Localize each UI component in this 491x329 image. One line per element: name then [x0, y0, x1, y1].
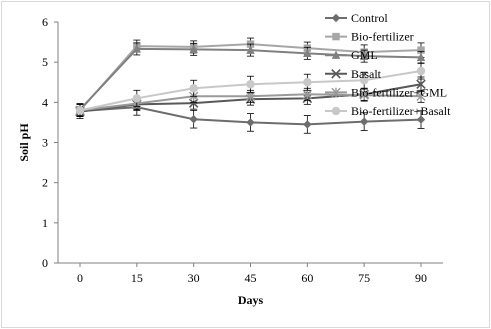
legend-marker [331, 106, 341, 116]
x-tick-label: 15 [131, 271, 143, 285]
data-point [246, 45, 255, 54]
data-point [189, 115, 198, 124]
x-tick-label: 90 [415, 271, 427, 285]
legend-marker [332, 32, 340, 41]
legend-item-bio-fertilizer-basalt: Bio-fertilizer+Basalt [325, 104, 451, 118]
data-point [75, 106, 85, 115]
data-point [416, 52, 426, 62]
data-point [246, 80, 255, 89]
x-axis-title: Days [238, 293, 264, 307]
legend-marker [331, 87, 341, 98]
data-point [303, 120, 312, 129]
legend-item-bio-fertilizer: Bio-fertilizer [325, 30, 414, 44]
legend-label: Bio-fertilizer [351, 30, 414, 44]
data-point [132, 44, 142, 53]
legend-label: Bio-fertilizer+GML [351, 85, 447, 99]
x-tick-label: 45 [245, 271, 257, 285]
data-point [359, 51, 369, 60]
series-layer [75, 37, 426, 134]
legend: Control Bio-fertilizer GML Basalt Bio-fertil… [325, 11, 451, 118]
legend-label: GML [351, 48, 378, 62]
data-point [245, 91, 256, 102]
data-point [416, 79, 426, 90]
y-tick-label: 0 [42, 256, 48, 270]
legend-label: Bio-fertilizer+Basalt [351, 104, 451, 118]
data-point [132, 94, 142, 103]
data-point [416, 66, 426, 76]
legend-item-gml: GML [325, 48, 378, 62]
data-point [303, 48, 312, 58]
data-point [417, 46, 425, 54]
y-tick-label: 5 [42, 55, 48, 69]
legend-marker [331, 69, 341, 79]
data-point [359, 90, 369, 100]
data-point [416, 91, 426, 102]
y-tick-label: 2 [42, 176, 48, 190]
legend-marker [331, 50, 341, 59]
x-tick-label: 60 [301, 271, 313, 285]
y-tick-label: 1 [42, 216, 48, 230]
legend-item-bio-fertilizer-gml: Bio-fertilizer+GML [325, 85, 447, 99]
data-point [188, 98, 199, 108]
data-point [246, 118, 255, 127]
legend-item-basalt: Basalt [325, 67, 382, 81]
y-tick-label: 3 [42, 136, 48, 150]
data-point [189, 44, 198, 54]
y-tick-label: 4 [42, 95, 48, 109]
y-tick-label: 6 [42, 15, 48, 29]
series-bio-fertilizer-basalt [75, 62, 426, 117]
data-point [416, 115, 426, 124]
legend-label: Basalt [351, 67, 382, 81]
legend-marker [331, 13, 341, 23]
legend-item-control: Control [325, 11, 388, 25]
data-point [303, 78, 312, 87]
y-axis-title: Soil pH [17, 123, 31, 162]
x-tick-label: 0 [77, 271, 83, 285]
legend-label: Control [351, 11, 388, 25]
data-point [359, 76, 369, 85]
x-tick-label: 30 [188, 271, 200, 285]
data-point [359, 117, 369, 126]
data-point [189, 84, 198, 93]
data-point [302, 89, 313, 99]
series-gml [75, 42, 426, 116]
x-tick-label: 75 [358, 271, 370, 285]
